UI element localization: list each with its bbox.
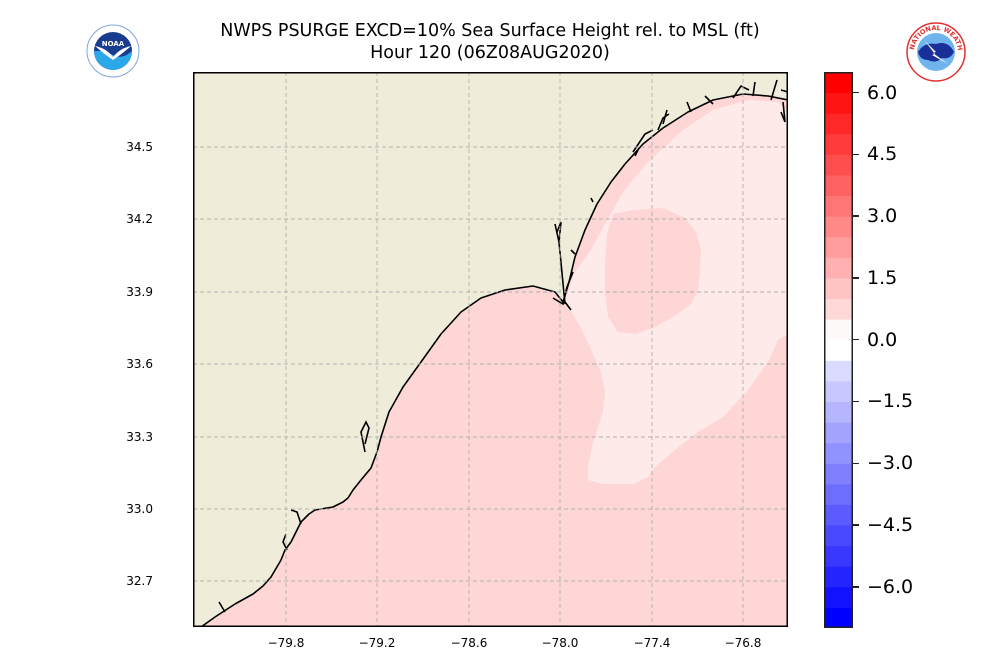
x-tick-label: −76.8 [724,636,762,650]
x-tick-label: −77.4 [633,636,671,650]
colorbar-band [824,319,853,341]
ocean-surge-inner-region [605,208,701,334]
chart-subtitle: Hour 120 (06Z08AUG2020) [370,43,610,63]
chart-title: NWPS PSURGE EXCD=10% Sea Surface Height … [220,21,760,41]
colorbar-tick-label: −3.0 [867,452,914,475]
colorbar-band [824,277,853,300]
colorbar-tick-mark [853,91,859,94]
colorbar-tick-label: 4.5 [867,143,898,166]
colorbar-band [824,442,853,464]
colorbar-band [824,154,853,176]
colorbar-band [824,113,853,135]
x-tick-label: −78.6 [450,636,488,650]
colorbar-tick-label: −4.5 [867,514,914,537]
colorbar-band [824,216,853,238]
colorbar-band [824,545,853,567]
x-tick-label: −79.8 [267,636,305,650]
nws-logo-icon: NATIONAL WEATHER SERVICE [906,22,966,82]
colorbar-band [824,339,853,361]
colorbar-tick-mark [853,338,859,341]
colorbar-frame [824,72,853,628]
colorbar-band [824,257,853,279]
noaa-logo-icon: NOAA [86,24,140,78]
colorbar-tick-label: −6.0 [867,575,914,598]
colorbar-band [824,463,853,485]
y-tick-label: 33.9 [126,285,153,299]
colorbar-band [824,133,853,155]
colorbar-band [824,586,853,608]
y-tick-label: 34.5 [126,140,153,154]
colorbar-tick-label: −1.5 [867,390,914,413]
colorbar-band [824,607,853,628]
colorbar-tick-label: 3.0 [867,205,898,228]
gridlines [193,72,788,627]
y-tick-label: 32.7 [126,574,153,588]
colorbar-band [824,483,853,505]
colorbar [824,72,853,628]
colorbar-band [824,401,853,423]
colorbar-tick-mark [853,277,859,279]
x-tick-label: −79.2 [358,636,396,650]
colorbar-tick-mark [853,462,859,464]
colorbar-tick-mark [853,215,859,217]
colorbar-band [824,298,853,320]
colorbar-tick-label: 6.0 [867,81,898,104]
colorbar-band [824,422,853,444]
y-tick-label: 33.0 [126,502,153,516]
colorbar-tick-mark [853,586,859,588]
coastline-detail [218,79,788,613]
colorbar-band [824,504,853,526]
y-tick-label: 33.6 [126,357,153,371]
colorbar-band [824,72,853,94]
colorbar-tick-mark [853,400,859,403]
colorbar-band [824,566,853,588]
colorbar-band [824,525,853,547]
y-tick-label: 34.2 [126,212,153,226]
colorbar-tick-mark [853,153,859,156]
colorbar-band [824,360,853,382]
noaa-logo-text: NOAA [102,40,125,48]
land-region [193,72,788,627]
colorbar-band [824,195,853,217]
colorbar-tick-label: 1.5 [867,266,898,289]
colorbar-band [824,174,853,197]
colorbar-band [824,236,853,258]
plot-frame [193,72,788,627]
colorbar-band [824,380,853,402]
colorbar-band [824,92,853,114]
colorbar-tick-label: 0.0 [867,328,898,351]
colorbar-tick-mark [853,524,859,526]
y-tick-label: 33.3 [126,430,153,444]
map-plot [193,72,788,627]
x-tick-label: −78.0 [541,636,579,650]
